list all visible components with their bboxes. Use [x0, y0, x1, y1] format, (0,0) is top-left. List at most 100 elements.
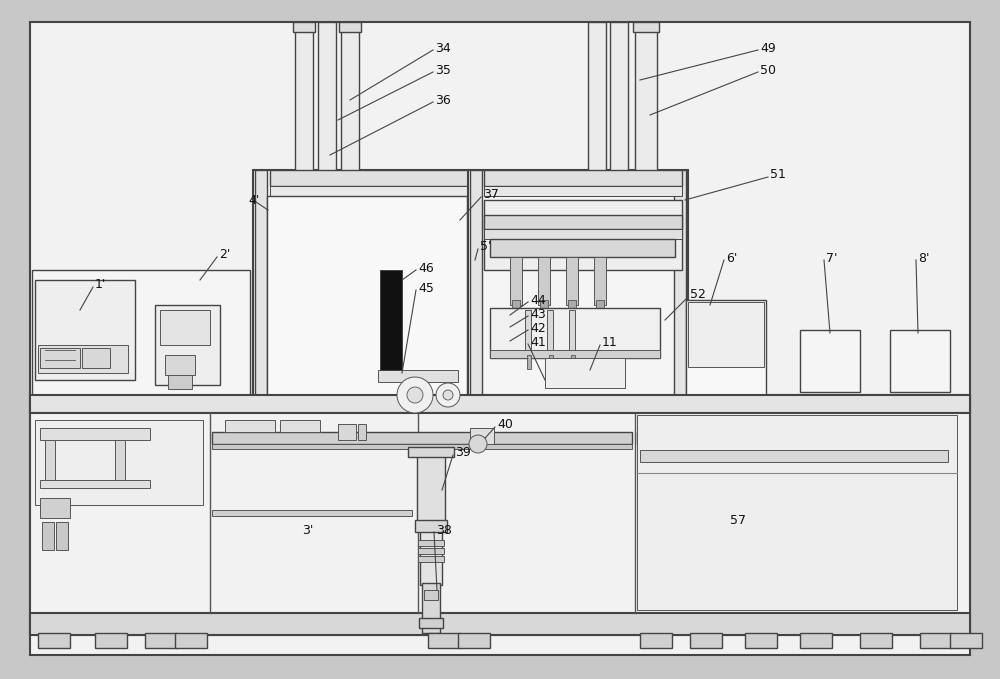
Bar: [339, 22, 361, 32]
Bar: [640, 450, 948, 462]
Text: 2': 2': [219, 249, 230, 261]
Bar: [417, 450, 445, 530]
Bar: [378, 370, 458, 382]
Bar: [320, 263, 334, 313]
Bar: [42, 522, 54, 550]
Bar: [472, 385, 532, 392]
Bar: [472, 365, 532, 372]
Text: 5': 5': [480, 240, 492, 253]
Bar: [525, 310, 531, 356]
Bar: [280, 420, 320, 432]
Bar: [420, 530, 442, 585]
Bar: [800, 633, 832, 648]
Bar: [512, 300, 520, 308]
Bar: [540, 300, 548, 308]
Text: 36: 36: [435, 94, 451, 107]
Bar: [640, 633, 672, 648]
Bar: [268, 215, 468, 229]
Bar: [212, 432, 632, 444]
Bar: [422, 583, 440, 633]
Bar: [890, 330, 950, 392]
Bar: [280, 235, 460, 243]
Text: 37: 37: [483, 189, 499, 202]
Bar: [408, 447, 454, 457]
Text: 7': 7': [826, 251, 838, 265]
Bar: [637, 415, 957, 610]
Bar: [40, 498, 70, 518]
Bar: [225, 420, 275, 432]
Text: 8': 8': [918, 251, 930, 265]
Bar: [484, 215, 682, 229]
Bar: [455, 170, 467, 395]
Bar: [145, 633, 177, 648]
Bar: [920, 633, 952, 648]
Bar: [484, 170, 682, 186]
Text: 44: 44: [530, 293, 546, 306]
Circle shape: [397, 377, 433, 413]
Bar: [380, 263, 394, 313]
Bar: [545, 358, 625, 388]
Text: 6': 6': [726, 251, 737, 265]
Bar: [380, 270, 402, 370]
Bar: [484, 186, 682, 196]
Text: 52: 52: [690, 289, 706, 301]
Circle shape: [469, 435, 487, 453]
Bar: [468, 170, 688, 395]
Bar: [338, 424, 356, 440]
Bar: [470, 170, 482, 395]
Bar: [32, 270, 250, 395]
Bar: [415, 520, 447, 532]
Bar: [490, 350, 660, 358]
Bar: [212, 444, 632, 449]
Bar: [255, 170, 267, 395]
Text: 46: 46: [418, 261, 434, 274]
Bar: [800, 330, 860, 392]
Text: 4': 4': [248, 194, 259, 206]
Bar: [490, 308, 660, 358]
Bar: [418, 540, 444, 546]
Bar: [688, 302, 764, 367]
Bar: [419, 618, 443, 628]
Text: 43: 43: [530, 308, 546, 320]
Bar: [268, 229, 468, 239]
Bar: [168, 375, 192, 389]
Bar: [322, 308, 332, 316]
Bar: [175, 633, 207, 648]
Bar: [674, 170, 686, 395]
Bar: [267, 196, 467, 396]
Bar: [547, 310, 553, 356]
Bar: [484, 229, 682, 239]
Bar: [318, 22, 336, 177]
Bar: [212, 510, 412, 516]
Bar: [82, 348, 110, 368]
Bar: [635, 22, 657, 177]
Text: 35: 35: [435, 64, 451, 77]
Bar: [596, 300, 604, 308]
Bar: [690, 633, 722, 648]
Text: 3': 3': [302, 524, 313, 536]
Bar: [40, 480, 150, 488]
Text: 51: 51: [770, 168, 786, 181]
Circle shape: [436, 383, 460, 407]
Bar: [280, 245, 460, 263]
Bar: [290, 263, 304, 313]
Bar: [292, 308, 302, 316]
Bar: [610, 22, 628, 177]
Bar: [637, 420, 737, 432]
Text: 42: 42: [530, 321, 546, 335]
Text: 41: 41: [530, 335, 546, 348]
Bar: [350, 263, 364, 313]
Bar: [155, 305, 220, 385]
Bar: [95, 633, 127, 648]
Bar: [472, 375, 532, 382]
Bar: [750, 420, 790, 432]
Bar: [745, 633, 777, 648]
Bar: [270, 186, 468, 196]
Bar: [569, 310, 575, 356]
Text: 39: 39: [455, 447, 471, 460]
Bar: [38, 633, 70, 648]
Bar: [510, 257, 522, 305]
Bar: [490, 239, 675, 257]
Bar: [633, 22, 659, 32]
Bar: [950, 633, 982, 648]
